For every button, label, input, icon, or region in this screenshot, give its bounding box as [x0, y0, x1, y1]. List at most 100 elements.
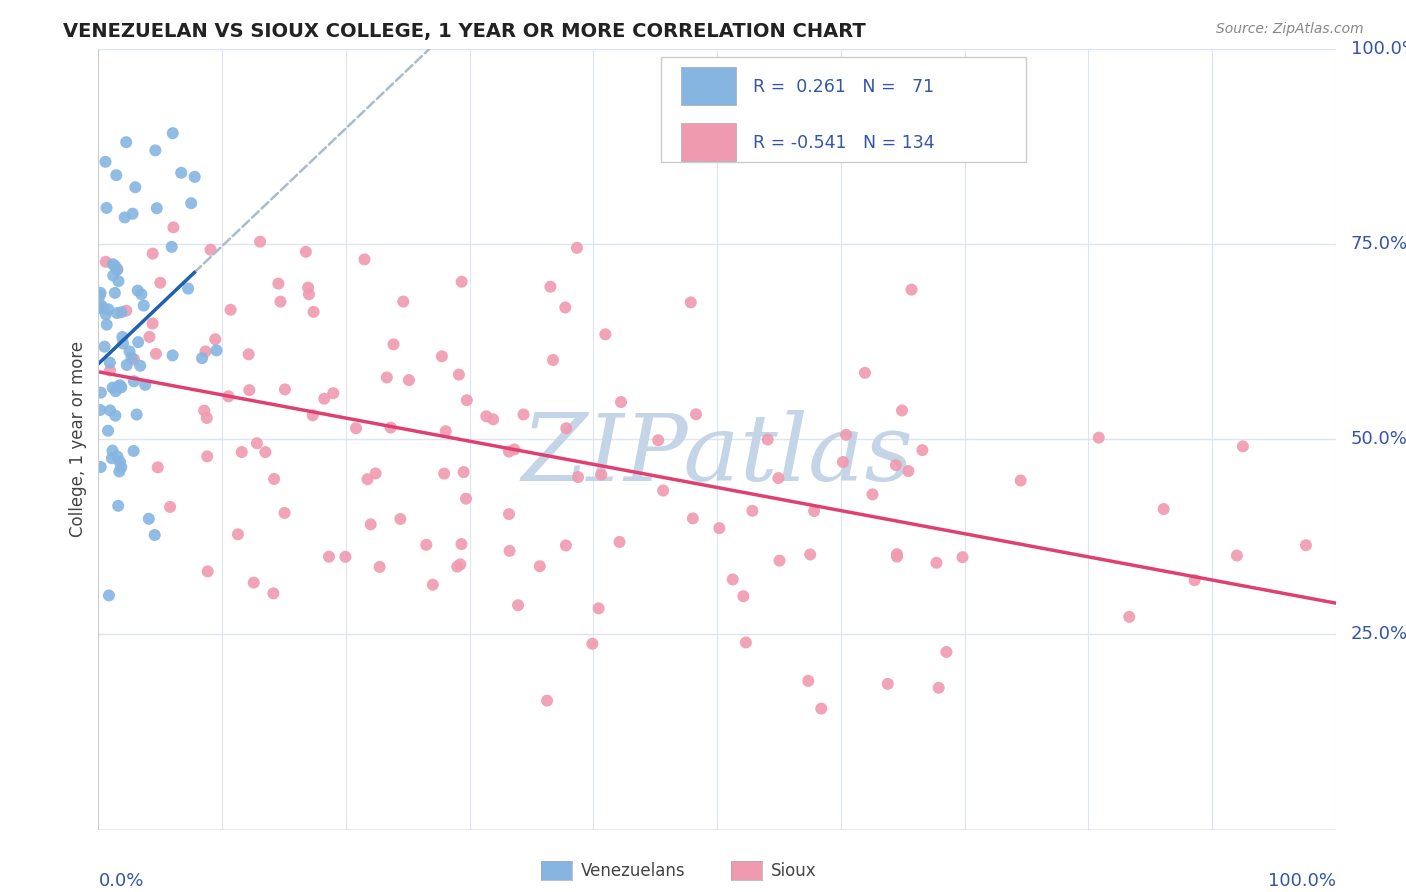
Point [170, 166, 193, 180]
Point [115, 358, 138, 372]
Point [103, 268, 125, 283]
Point [193, 403, 215, 417]
Point [204, 332, 226, 346]
Point [832, 455, 855, 469]
Point [129, 359, 152, 373]
Point [297, 280, 319, 294]
Point [110, 460, 132, 475]
Point [450, 537, 472, 551]
Point [195, 411, 218, 425]
Point [101, 451, 124, 466]
Point [104, 285, 127, 300]
Point [768, 554, 790, 568]
Point [110, 380, 132, 394]
Point [104, 259, 127, 273]
Point [810, 701, 832, 715]
Point [194, 344, 217, 359]
Point [205, 343, 228, 358]
Text: Source: ZipAtlas.com: Source: ZipAtlas.com [1216, 22, 1364, 37]
Point [98, 363, 121, 377]
Point [238, 347, 260, 361]
Text: Venezuelans: Venezuelans [581, 862, 685, 880]
Point [101, 381, 124, 395]
Point [422, 578, 444, 592]
Text: Sioux: Sioux [770, 862, 815, 880]
Point [219, 302, 242, 317]
Point [94, 154, 117, 169]
Point [101, 257, 124, 271]
Point [145, 347, 167, 361]
Point [433, 467, 456, 481]
Text: 50.0%: 50.0% [1351, 430, 1406, 449]
Point [891, 403, 914, 417]
Point [591, 467, 613, 482]
Point [191, 351, 214, 366]
Point [301, 409, 323, 423]
Point [231, 445, 253, 459]
Point [925, 556, 948, 570]
Point [197, 565, 219, 579]
Point [447, 368, 470, 382]
Point [721, 573, 744, 587]
Point [89, 289, 111, 303]
Point [375, 370, 398, 384]
Point [110, 305, 132, 319]
Point [146, 201, 169, 215]
Point [541, 353, 564, 368]
Point [89, 301, 111, 315]
Point [249, 235, 271, 249]
Point [90, 299, 112, 313]
Point [529, 559, 551, 574]
Point [97, 302, 120, 317]
Point [886, 547, 908, 561]
Point [134, 377, 156, 392]
Point [928, 681, 950, 695]
Point [588, 601, 610, 615]
Point [111, 330, 134, 344]
Point [263, 472, 285, 486]
Point [1295, 538, 1317, 552]
Text: 100.0%: 100.0% [1268, 872, 1336, 890]
Point [122, 352, 145, 367]
Point [127, 284, 149, 298]
Point [415, 538, 437, 552]
Point [91, 301, 114, 315]
Point [835, 428, 858, 442]
Point [115, 303, 138, 318]
Point [146, 460, 169, 475]
FancyBboxPatch shape [661, 57, 1026, 162]
Point [131, 287, 153, 301]
Point [335, 549, 357, 564]
Point [322, 386, 344, 401]
Point [506, 598, 529, 612]
Point [1232, 439, 1254, 453]
Text: 25.0%: 25.0% [1351, 625, 1406, 643]
Point [195, 450, 218, 464]
Point [398, 373, 420, 387]
Point [97, 589, 120, 603]
Text: R =  0.261   N =   71: R = 0.261 N = 71 [754, 78, 934, 95]
Point [159, 500, 181, 514]
Point [162, 220, 184, 235]
Point [434, 424, 457, 438]
Point [94, 307, 117, 321]
Point [104, 409, 127, 423]
Point [446, 559, 468, 574]
Point [565, 241, 588, 255]
Point [897, 464, 920, 478]
Point [886, 549, 908, 564]
Point [90, 385, 112, 400]
Point [314, 392, 336, 406]
Point [1226, 549, 1249, 563]
Point [318, 549, 340, 564]
Point [105, 306, 128, 320]
Point [121, 207, 143, 221]
Point [302, 305, 325, 319]
Point [295, 244, 318, 259]
Point [108, 465, 131, 479]
Point [609, 535, 631, 549]
Point [647, 434, 669, 448]
Point [685, 407, 707, 421]
Point [498, 544, 520, 558]
Point [162, 126, 184, 140]
